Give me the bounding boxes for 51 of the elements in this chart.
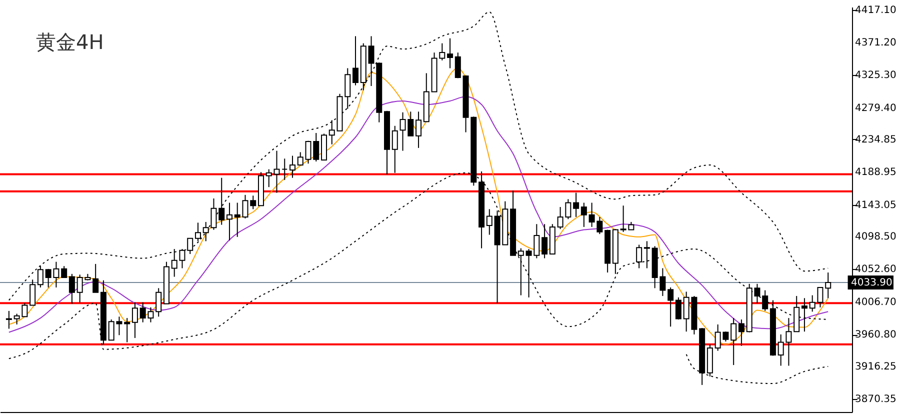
candlestick bbox=[218, 177, 225, 226]
candlestick bbox=[282, 158, 288, 180]
candlestick bbox=[68, 273, 75, 304]
candlestick bbox=[580, 202, 587, 228]
ref-line-label: 4033.90 bbox=[851, 278, 892, 289]
candlestick bbox=[801, 298, 808, 332]
candlestick bbox=[447, 38, 454, 69]
y-tick-label: 4188.95 bbox=[855, 167, 896, 178]
candlestick bbox=[187, 238, 194, 254]
candlestick bbox=[738, 318, 744, 346]
y-tick-label: 4279.40 bbox=[855, 102, 896, 114]
candlestick bbox=[289, 155, 296, 178]
candlestick bbox=[37, 266, 44, 288]
candlestick bbox=[416, 111, 422, 148]
candlestick bbox=[518, 248, 524, 296]
y-tick-label: 3960.80 bbox=[855, 330, 896, 341]
candlestick bbox=[392, 125, 398, 174]
candlestick bbox=[6, 310, 12, 330]
y-tick-label: 4098.50 bbox=[855, 232, 896, 243]
candlestick bbox=[730, 318, 737, 366]
candlestick bbox=[250, 195, 256, 210]
candlestick bbox=[132, 302, 138, 338]
y-tick-label: 4143.05 bbox=[855, 200, 896, 211]
candlestick bbox=[30, 279, 36, 306]
text: 黄金4H bbox=[36, 30, 104, 54]
candlestick bbox=[328, 120, 335, 145]
y-tick-label: 3870.35 bbox=[855, 394, 896, 405]
candlestick bbox=[352, 36, 359, 86]
y-tick-label: 4006.70 bbox=[855, 296, 896, 308]
candlestick bbox=[313, 132, 320, 162]
y-tick-label: 4417.10 bbox=[855, 4, 896, 16]
candlestick bbox=[644, 240, 650, 269]
candlestick bbox=[61, 266, 68, 278]
candlestick bbox=[762, 290, 768, 312]
candlestick bbox=[156, 288, 162, 318]
y-tick-label: 4325.30 bbox=[855, 70, 896, 82]
candlestick bbox=[825, 272, 832, 299]
candlestick bbox=[486, 208, 492, 236]
candlestick bbox=[92, 263, 99, 293]
candlestick bbox=[668, 286, 674, 328]
candlestick bbox=[194, 222, 201, 242]
candlestick bbox=[226, 202, 232, 241]
y-tick-label: 4052.60 bbox=[855, 264, 896, 276]
candlestick bbox=[573, 192, 580, 218]
candlestick bbox=[454, 52, 461, 79]
y-tick-label: 4371.20 bbox=[855, 37, 896, 48]
y-tick-label: 3916.25 bbox=[855, 361, 896, 372]
candlestick bbox=[675, 296, 682, 320]
y-tick-label: 4234.85 bbox=[855, 134, 896, 146]
candlestick bbox=[542, 224, 548, 259]
candlestick bbox=[636, 244, 642, 269]
